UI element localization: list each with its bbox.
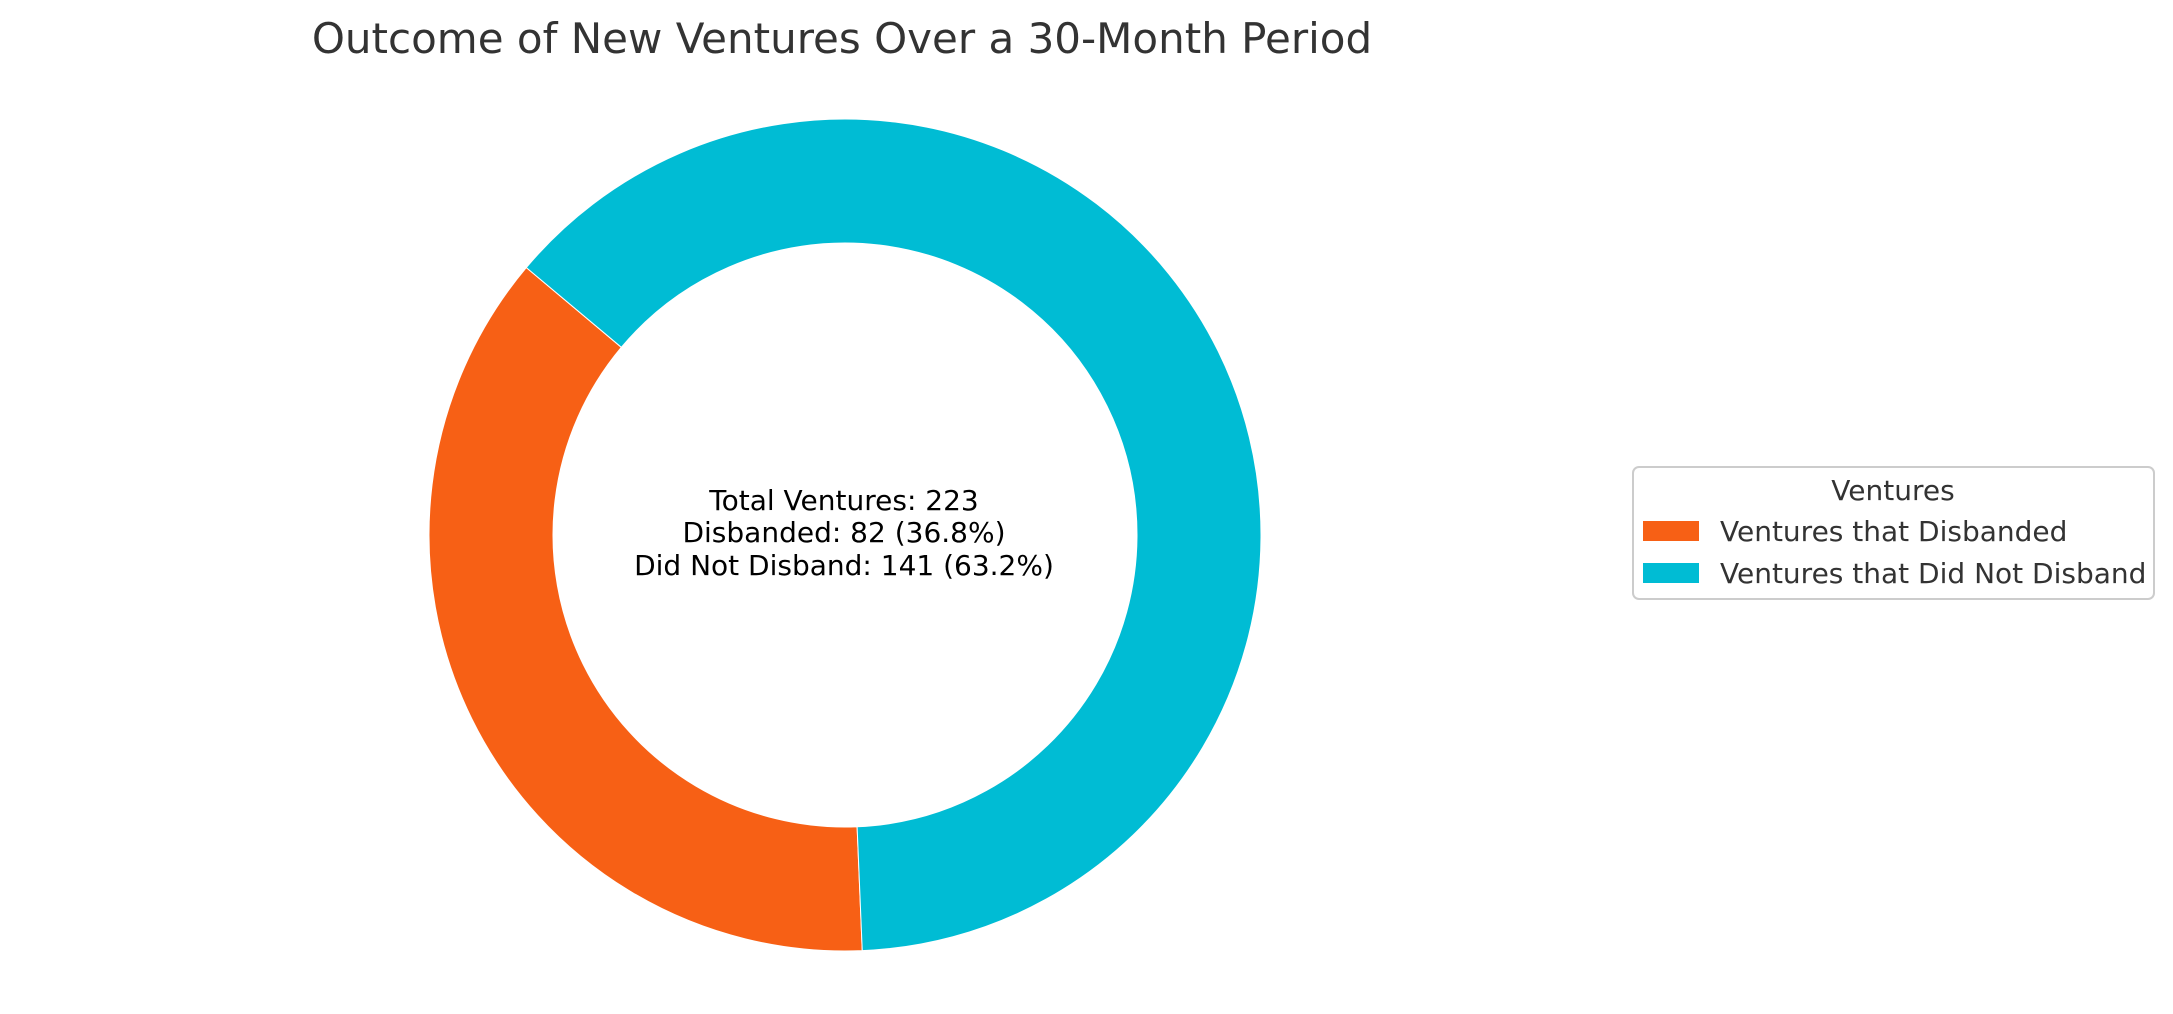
donut-slices (428, 118, 1262, 952)
chart-title: Outcome of New Ventures Over a 30-Month … (312, 14, 1372, 63)
legend: Ventures Ventures that Disbanded Venture… (1632, 466, 2155, 600)
donut-slice-not-disbanded (525, 118, 1262, 952)
legend-frame (1632, 466, 2155, 600)
donut-slice-disbanded (428, 266, 863, 952)
legend-swatch-not-disbanded (1643, 563, 1699, 583)
legend-title: Ventures (1831, 474, 1954, 507)
center-text-not-disbanded: Did Not Disband: 141 (63.2%) (634, 549, 1054, 582)
center-text-disbanded: Disbanded: 82 (36.8%) (682, 516, 1005, 549)
legend-label-disbanded: Ventures that Disbanded (1720, 515, 2067, 548)
legend-label-not-disbanded: Ventures that Did Not Disband (1720, 557, 2146, 590)
center-annotation: Total Ventures: 223 Disbanded: 82 (36.8%… (634, 484, 1054, 582)
legend-swatch-disbanded (1643, 521, 1699, 541)
center-text-total: Total Ventures: 223 (708, 484, 978, 517)
